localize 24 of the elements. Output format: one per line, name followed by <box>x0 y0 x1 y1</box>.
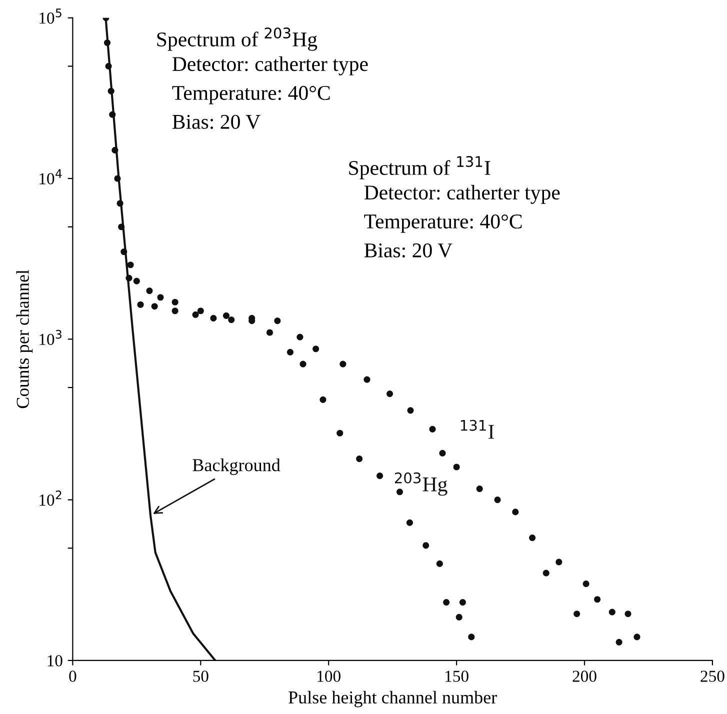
x-tick-label: 150 <box>446 670 468 682</box>
series-label: $^{203}$Hg <box>394 472 448 496</box>
x-tick-label: 200 <box>572 670 596 682</box>
annotation: Detector: catherter type <box>364 184 560 204</box>
x-axis-title: Pulse height channel number <box>288 690 497 708</box>
y-axis-title: Counts per channel <box>16 270 33 408</box>
x-tick-label: 100 <box>318 670 340 682</box>
y-tick-label: 10 <box>48 655 62 666</box>
annotation: Temperature: 40°C <box>364 214 522 233</box>
y-tick-label: 10$^{2}$ <box>40 490 62 506</box>
annotation: Temperature: 40°C <box>172 86 330 104</box>
annotation: Detector: catherter type <box>172 56 368 76</box>
annotation: Spectrum of $^{203}$Hg <box>157 27 318 51</box>
x-tick-label: 0 <box>69 670 76 682</box>
text: Background <box>192 458 280 475</box>
x-tick-label: 50 <box>193 670 208 682</box>
annotation: Bias: 20 V <box>172 114 260 130</box>
x-tick-label: 250 <box>700 670 724 682</box>
series-label: $^{131}$I <box>460 420 494 439</box>
y-tick-label: 10$^{3}$ <box>40 330 62 346</box>
annotation: Bias: 20 V <box>364 243 452 258</box>
annotation: Spectrum of $^{131}$I <box>349 156 490 180</box>
y-tick-label: 10$^{5}$ <box>40 8 62 24</box>
y-tick-label: 10$^{4}$ <box>40 169 62 184</box>
